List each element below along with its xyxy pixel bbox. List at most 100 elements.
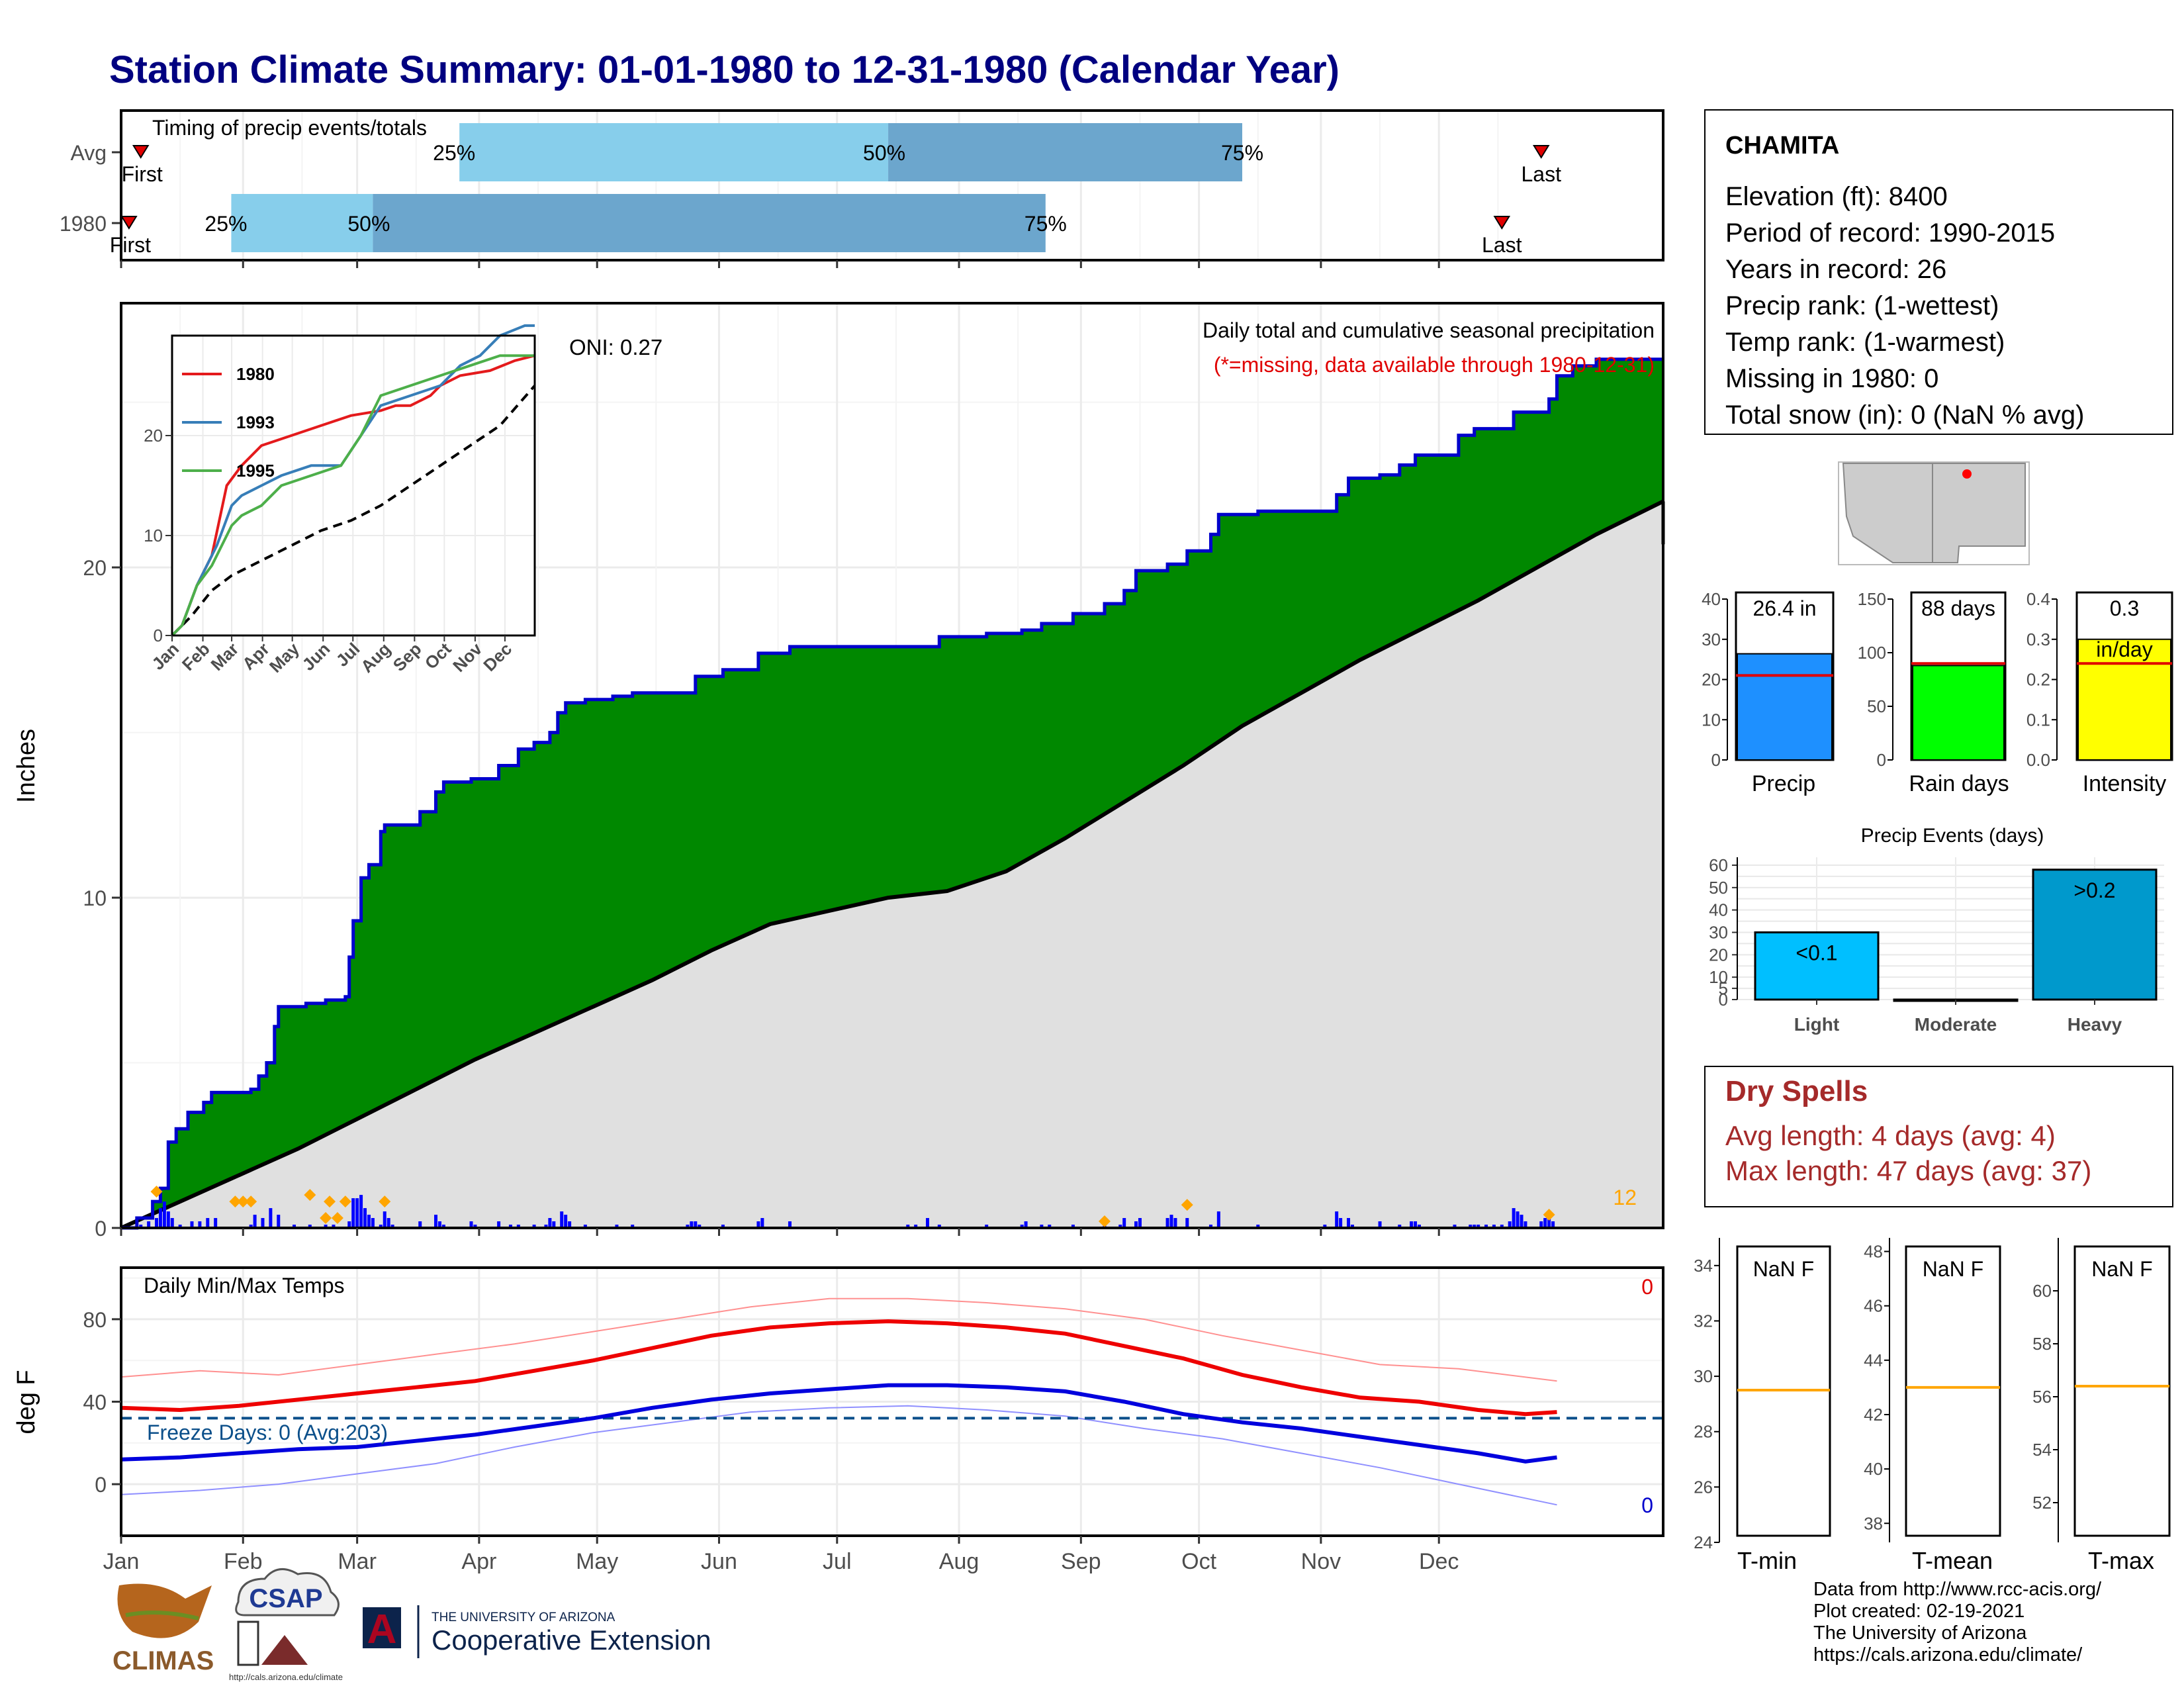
inset-year-comparison-chart: 19801993199501020JanFebMarAprMayJunJulAu… <box>144 324 536 677</box>
daily-precip-bar <box>147 1221 151 1228</box>
temp-panel-title: T-mean <box>1912 1547 1993 1574</box>
precip-summary-bars: 0 10 20 30 40 26.4 in Precip 0 50 100 150 88 days Ra… <box>1702 589 2173 796</box>
temp-panel-y-tick-label: 60 <box>2032 1281 2052 1301</box>
last-event-marker <box>1532 145 1550 159</box>
month-tick-label: Apr <box>461 1549 496 1574</box>
inset-legend-label: 1980 <box>236 364 275 384</box>
last-event-marker <box>1493 216 1511 230</box>
daily-precip-bar <box>1173 1218 1177 1228</box>
timing-p75-label: 75% <box>1024 212 1067 236</box>
events-y-tick-label: 20 <box>1709 945 1728 964</box>
precip-events-chart: Precip Events (days) <0.1 Light Moderate >0.… <box>1709 825 2164 1035</box>
main-y-tick-label: 20 <box>83 556 107 580</box>
temp-panel-y-tick-label: 32 <box>1694 1311 1713 1331</box>
daily-precip-bar <box>756 1221 760 1228</box>
temp-panel-value-label: NaN F <box>2091 1257 2152 1281</box>
csap-mountain-icon <box>261 1635 308 1665</box>
events-y-tick-label: 10 <box>1709 967 1728 987</box>
daily-precip-bar <box>154 1218 158 1228</box>
first-event-marker <box>120 216 138 230</box>
daily-precip-bar <box>1040 1225 1044 1228</box>
station-info-box: CHAMITA Elevation (ft): 8400 Period of r… <box>1704 109 2173 435</box>
summary-y-tick-label: 0.0 <box>2026 750 2050 770</box>
climas-sun-icon <box>117 1583 212 1638</box>
daily-precip-bar <box>1256 1225 1260 1228</box>
average-precip-line <box>120 499 1664 1230</box>
daily-precip-bar <box>269 1208 273 1228</box>
climas-swoosh-icon <box>125 1611 199 1620</box>
location-map <box>1838 461 2030 565</box>
summary-y-tick-label: 0 <box>1877 750 1886 770</box>
dry-spells-avg: Avg length: 4 days (avg: 4) <box>1725 1120 2056 1151</box>
summary-y-tick-label: 50 <box>1867 696 1886 716</box>
event-marker <box>320 1212 332 1225</box>
summary-y-tick-label: 20 <box>1702 670 1721 690</box>
inset-series-line <box>171 354 535 637</box>
daily-precip-bar <box>1185 1218 1189 1228</box>
summary-value-label: 88 days <box>1921 596 1995 620</box>
event-category-label: Moderate <box>1915 1014 1997 1035</box>
events-y-tick-label: 60 <box>1709 855 1728 875</box>
event-marker <box>1543 1209 1555 1221</box>
temp-panel-y-tick-label: 42 <box>1864 1405 1883 1425</box>
daily-precip-bar <box>985 1225 989 1228</box>
daily-precip-bar <box>1543 1218 1547 1228</box>
daily-precip-bar <box>158 1208 162 1228</box>
first-event-label: First <box>122 162 163 186</box>
month-tick-label: Oct <box>1181 1549 1216 1574</box>
summary-value-label: 0.3 <box>2110 596 2139 620</box>
daily-min-line <box>120 1405 1557 1506</box>
daily-precip-bar <box>253 1215 257 1228</box>
timing-bar-25-50 <box>231 194 373 252</box>
daily-precip-bar <box>690 1221 694 1228</box>
daily-precip-bar <box>1500 1225 1504 1228</box>
events-y-tick-label: 0 <box>1719 990 1728 1009</box>
summary-bar <box>1737 653 1833 761</box>
dry-spells-title: Dry Spells <box>1725 1075 1868 1107</box>
event-category-label: Heavy <box>2068 1014 2122 1035</box>
month-tick-label: Jan <box>103 1549 140 1574</box>
daily-precip-bar <box>1346 1218 1350 1228</box>
main-y-tick-label: 0 <box>95 1217 107 1241</box>
daily-precip-bar <box>497 1221 501 1228</box>
event-marker <box>304 1189 316 1201</box>
daily-precip-bar <box>293 1225 296 1228</box>
event-marker <box>379 1196 391 1208</box>
daily-precip-bar <box>686 1225 690 1228</box>
event-marker <box>324 1196 336 1208</box>
temp-panel-y-tick-label: 52 <box>2032 1493 2052 1513</box>
inset-y-tick-label: 20 <box>144 426 163 445</box>
daily-precip-bar <box>363 1208 367 1228</box>
temp-panel-y-tick-label: 34 <box>1694 1256 1713 1276</box>
high-count: 0 <box>1641 1275 1653 1299</box>
temps-y-axis-label: deg F <box>13 1370 40 1434</box>
temp-panel-value-label: NaN F <box>1923 1257 1983 1281</box>
daily-precip-bar <box>788 1221 792 1228</box>
daily-precip-bar <box>1516 1211 1520 1228</box>
daily-precip-bar <box>508 1225 512 1228</box>
daily-precip-bar <box>359 1195 363 1228</box>
summary-y-tick-label: 30 <box>1702 630 1721 649</box>
main-frame <box>120 302 1664 1229</box>
footer-line: The University of Arizona <box>1813 1622 2027 1644</box>
daily-precip-bar <box>516 1225 520 1228</box>
footer-line: https://cals.arizona.edu/climate/ <box>1813 1644 2083 1665</box>
daily-precip-bar <box>760 1218 764 1228</box>
timing-p25-label: 25% <box>205 212 247 236</box>
missing-note: (*=missing, data available through 1980-… <box>1214 353 1655 377</box>
daily-precip-bar <box>332 1225 336 1228</box>
daily-precip-bar <box>437 1221 441 1228</box>
dry-spells-max: Max length: 47 days (avg: 37) <box>1725 1155 2092 1186</box>
daily-precip-bar <box>1414 1221 1418 1228</box>
inset-legend-label: 1993 <box>236 412 275 432</box>
logos: CLIMAS CSAP http://cals.arizona.edu/climat… <box>113 1568 711 1682</box>
daily-precip-bar <box>914 1225 918 1228</box>
daily-precip-bar <box>1122 1218 1126 1228</box>
daily-precip-bar <box>387 1218 390 1228</box>
event-marker <box>150 1186 163 1198</box>
first-event-marker <box>132 145 150 159</box>
daily-precip-bar <box>434 1215 438 1228</box>
arizona-a-logo: A <box>367 1607 397 1652</box>
timing-row-label: 1980 <box>60 212 107 236</box>
daily-precip-bar <box>631 1225 635 1228</box>
